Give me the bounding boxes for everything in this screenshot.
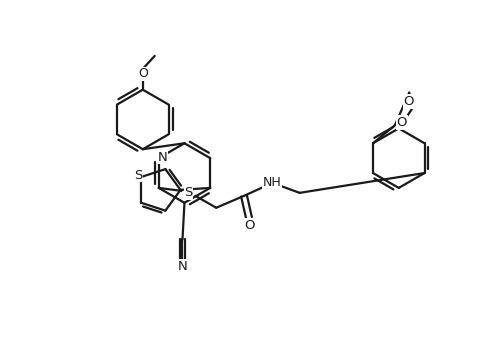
Text: N: N (157, 151, 167, 164)
Text: S: S (184, 186, 192, 199)
Text: NH: NH (262, 177, 281, 190)
Text: O: O (396, 116, 406, 129)
Text: S: S (134, 168, 142, 181)
Text: O: O (403, 95, 413, 108)
Text: O: O (244, 219, 255, 232)
Text: O: O (137, 67, 148, 80)
Text: N: N (177, 260, 187, 273)
